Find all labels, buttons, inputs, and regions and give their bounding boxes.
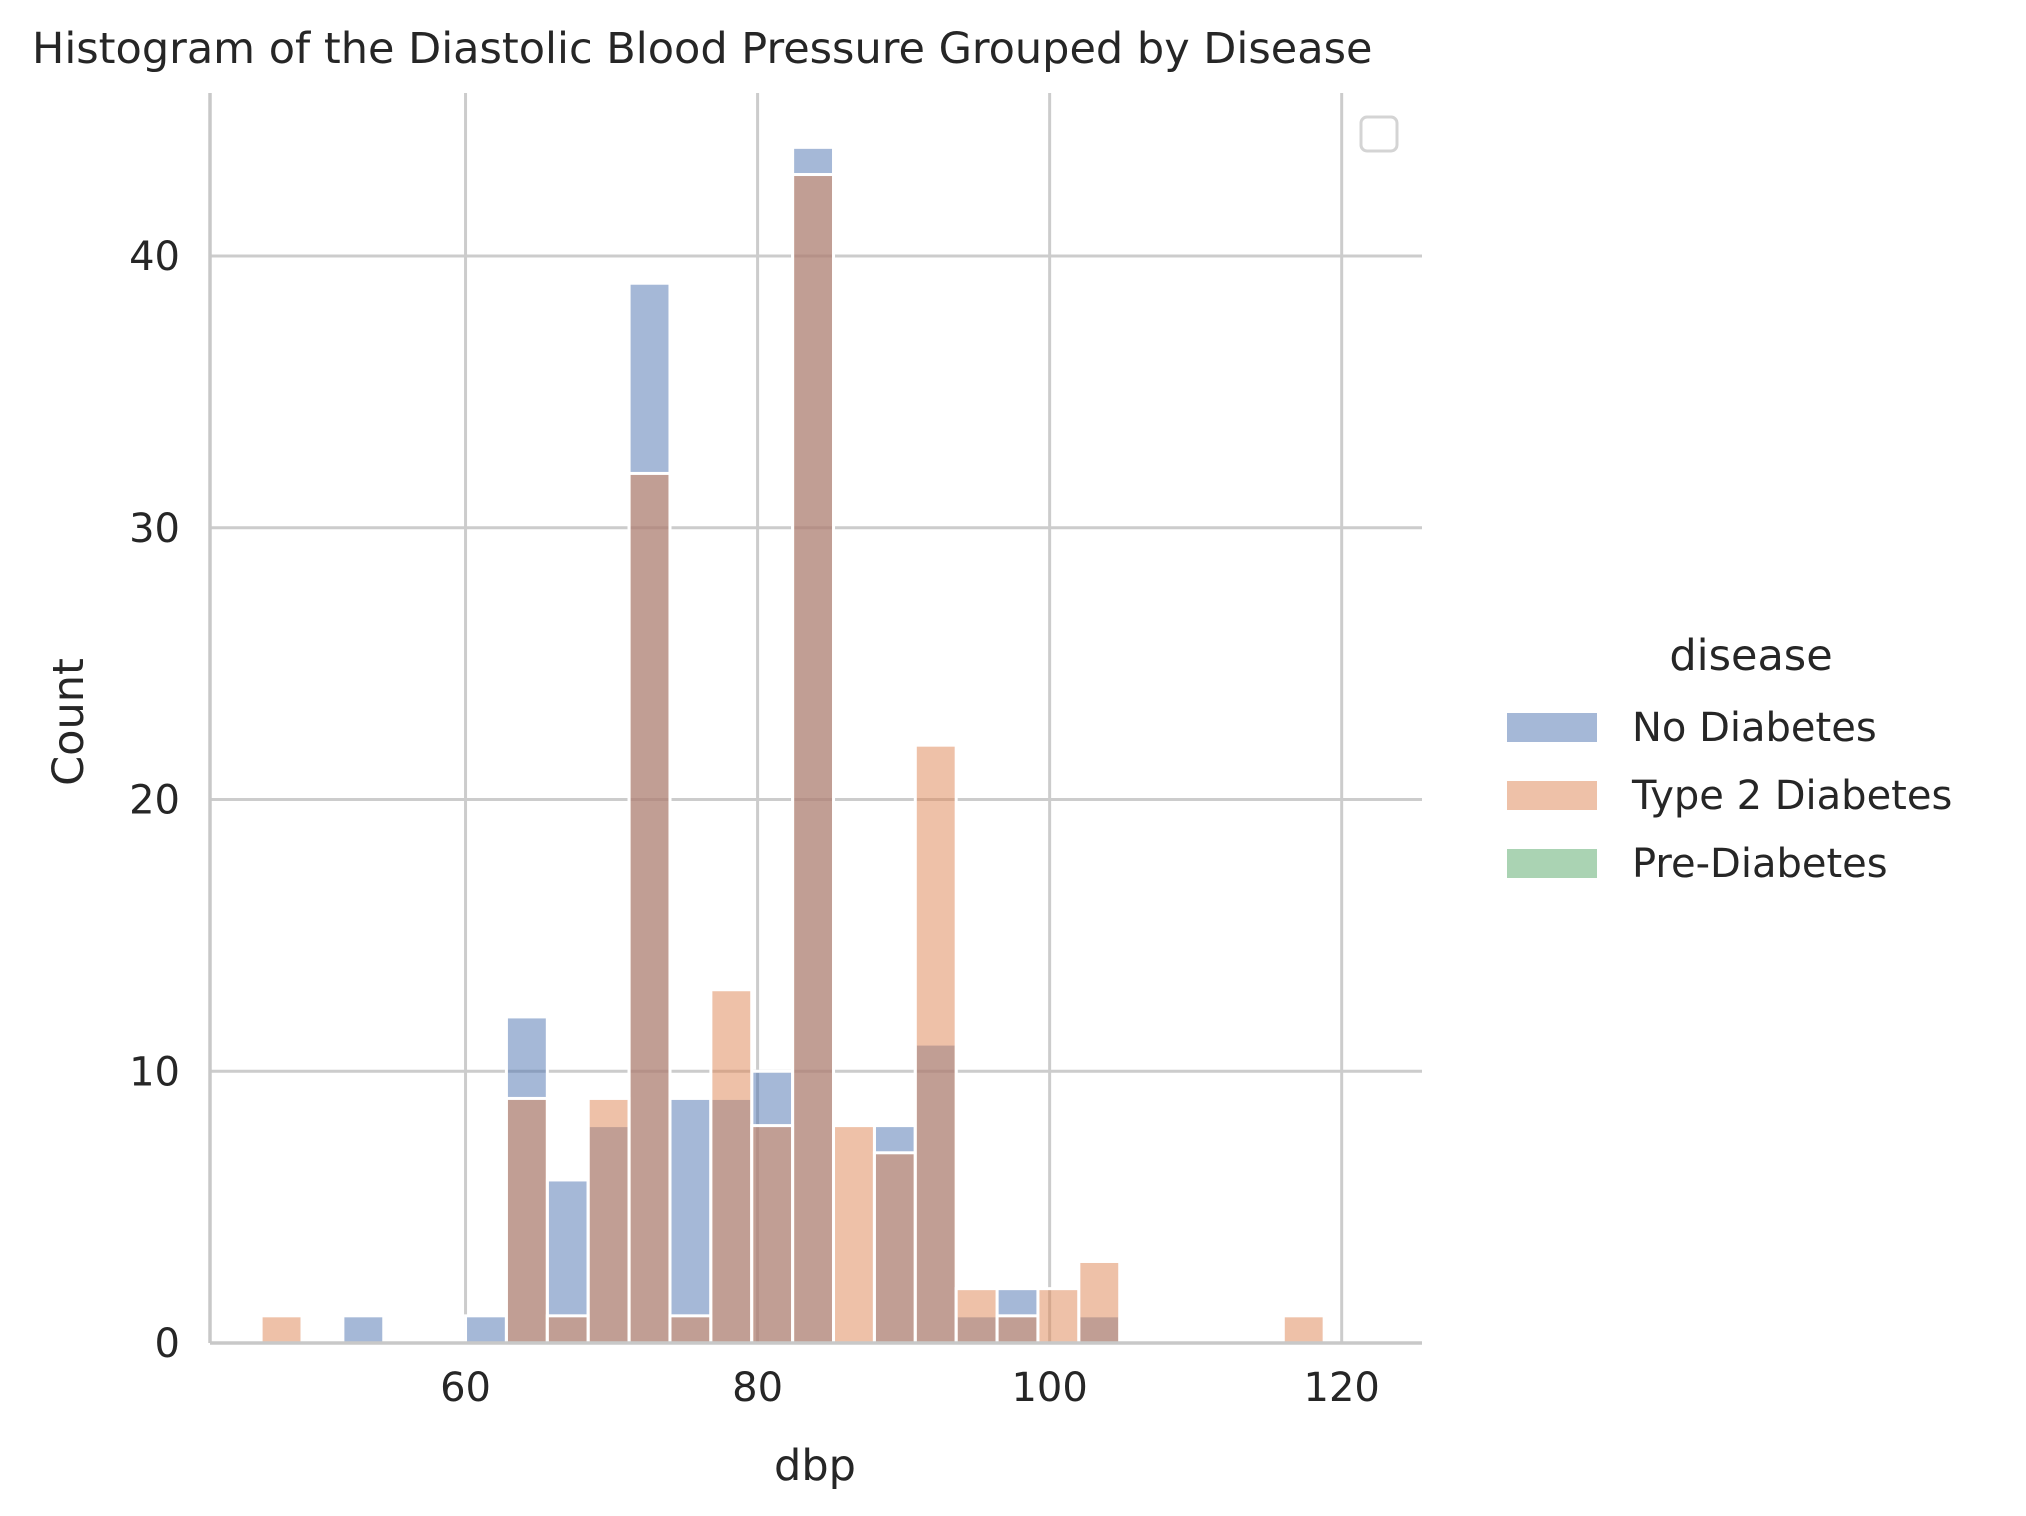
histogram-bar bbox=[954, 1287, 999, 1345]
histogram-bar bbox=[1036, 1287, 1081, 1345]
histogram-bar bbox=[1077, 1259, 1122, 1345]
chart-title: Histogram of the Diastolic Blood Pressur… bbox=[32, 24, 1372, 74]
x-tick-label: 120 bbox=[1304, 1365, 1380, 1411]
series-type-2-diabetes bbox=[259, 173, 1326, 1345]
legend-title: disease bbox=[1669, 631, 1832, 681]
legend-item: Pre-Diabetes bbox=[1507, 841, 1888, 887]
histogram-bar bbox=[627, 471, 672, 1345]
legend-item: No Diabetes bbox=[1507, 705, 1877, 751]
histogram-bar bbox=[709, 988, 754, 1345]
ticks-layer: 60 80 100 120 0 10 20 30 40 bbox=[129, 234, 1380, 1411]
histogram-bar bbox=[464, 1314, 508, 1345]
histogram-bar bbox=[545, 1314, 590, 1345]
x-tick-label: 80 bbox=[732, 1365, 783, 1411]
histogram-bar bbox=[913, 743, 958, 1345]
legend-swatch bbox=[1507, 713, 1597, 742]
histogram-bar bbox=[791, 173, 836, 1345]
histogram-bar bbox=[341, 1314, 386, 1345]
histogram-bar bbox=[832, 1124, 876, 1345]
x-tick-label: 100 bbox=[1011, 1365, 1087, 1411]
y-tick-label: 10 bbox=[129, 1049, 180, 1095]
legend-items: No Diabetes Type 2 Diabetes Pre-Diabetes bbox=[1507, 705, 1952, 887]
histogram-bar bbox=[586, 1096, 631, 1345]
y-tick-label: 0 bbox=[155, 1321, 180, 1367]
histogram-bar bbox=[668, 1314, 713, 1345]
histogram-bar bbox=[504, 1096, 549, 1345]
histogram-bar bbox=[1281, 1314, 1326, 1345]
empty-legend-box bbox=[1359, 115, 1399, 153]
histogram-bar bbox=[750, 1124, 795, 1345]
axes-layer bbox=[208, 93, 1422, 1345]
legend-label: Pre-Diabetes bbox=[1632, 841, 1888, 887]
histogram-bar bbox=[259, 1314, 304, 1345]
histogram-bar bbox=[668, 1096, 713, 1345]
legend-swatch bbox=[1507, 849, 1597, 878]
legend-label: Type 2 Diabetes bbox=[1631, 773, 1952, 819]
legend: disease No Diabetes Type 2 Diabetes Pre-Di… bbox=[1507, 631, 1952, 887]
y-tick-label: 40 bbox=[129, 234, 180, 280]
bars-layer bbox=[259, 145, 1326, 1345]
x-axis-label: dbp bbox=[774, 1441, 856, 1491]
legend-item: Type 2 Diabetes bbox=[1507, 773, 1952, 819]
histogram-bar bbox=[995, 1314, 1040, 1345]
y-tick-label: 30 bbox=[129, 506, 180, 552]
y-tick-label: 20 bbox=[129, 778, 180, 824]
histogram-bar bbox=[872, 1151, 917, 1345]
legend-label: No Diabetes bbox=[1632, 705, 1877, 751]
x-tick-label: 60 bbox=[440, 1365, 491, 1411]
legend-swatch bbox=[1507, 781, 1597, 810]
y-axis-label: Count bbox=[44, 658, 94, 786]
